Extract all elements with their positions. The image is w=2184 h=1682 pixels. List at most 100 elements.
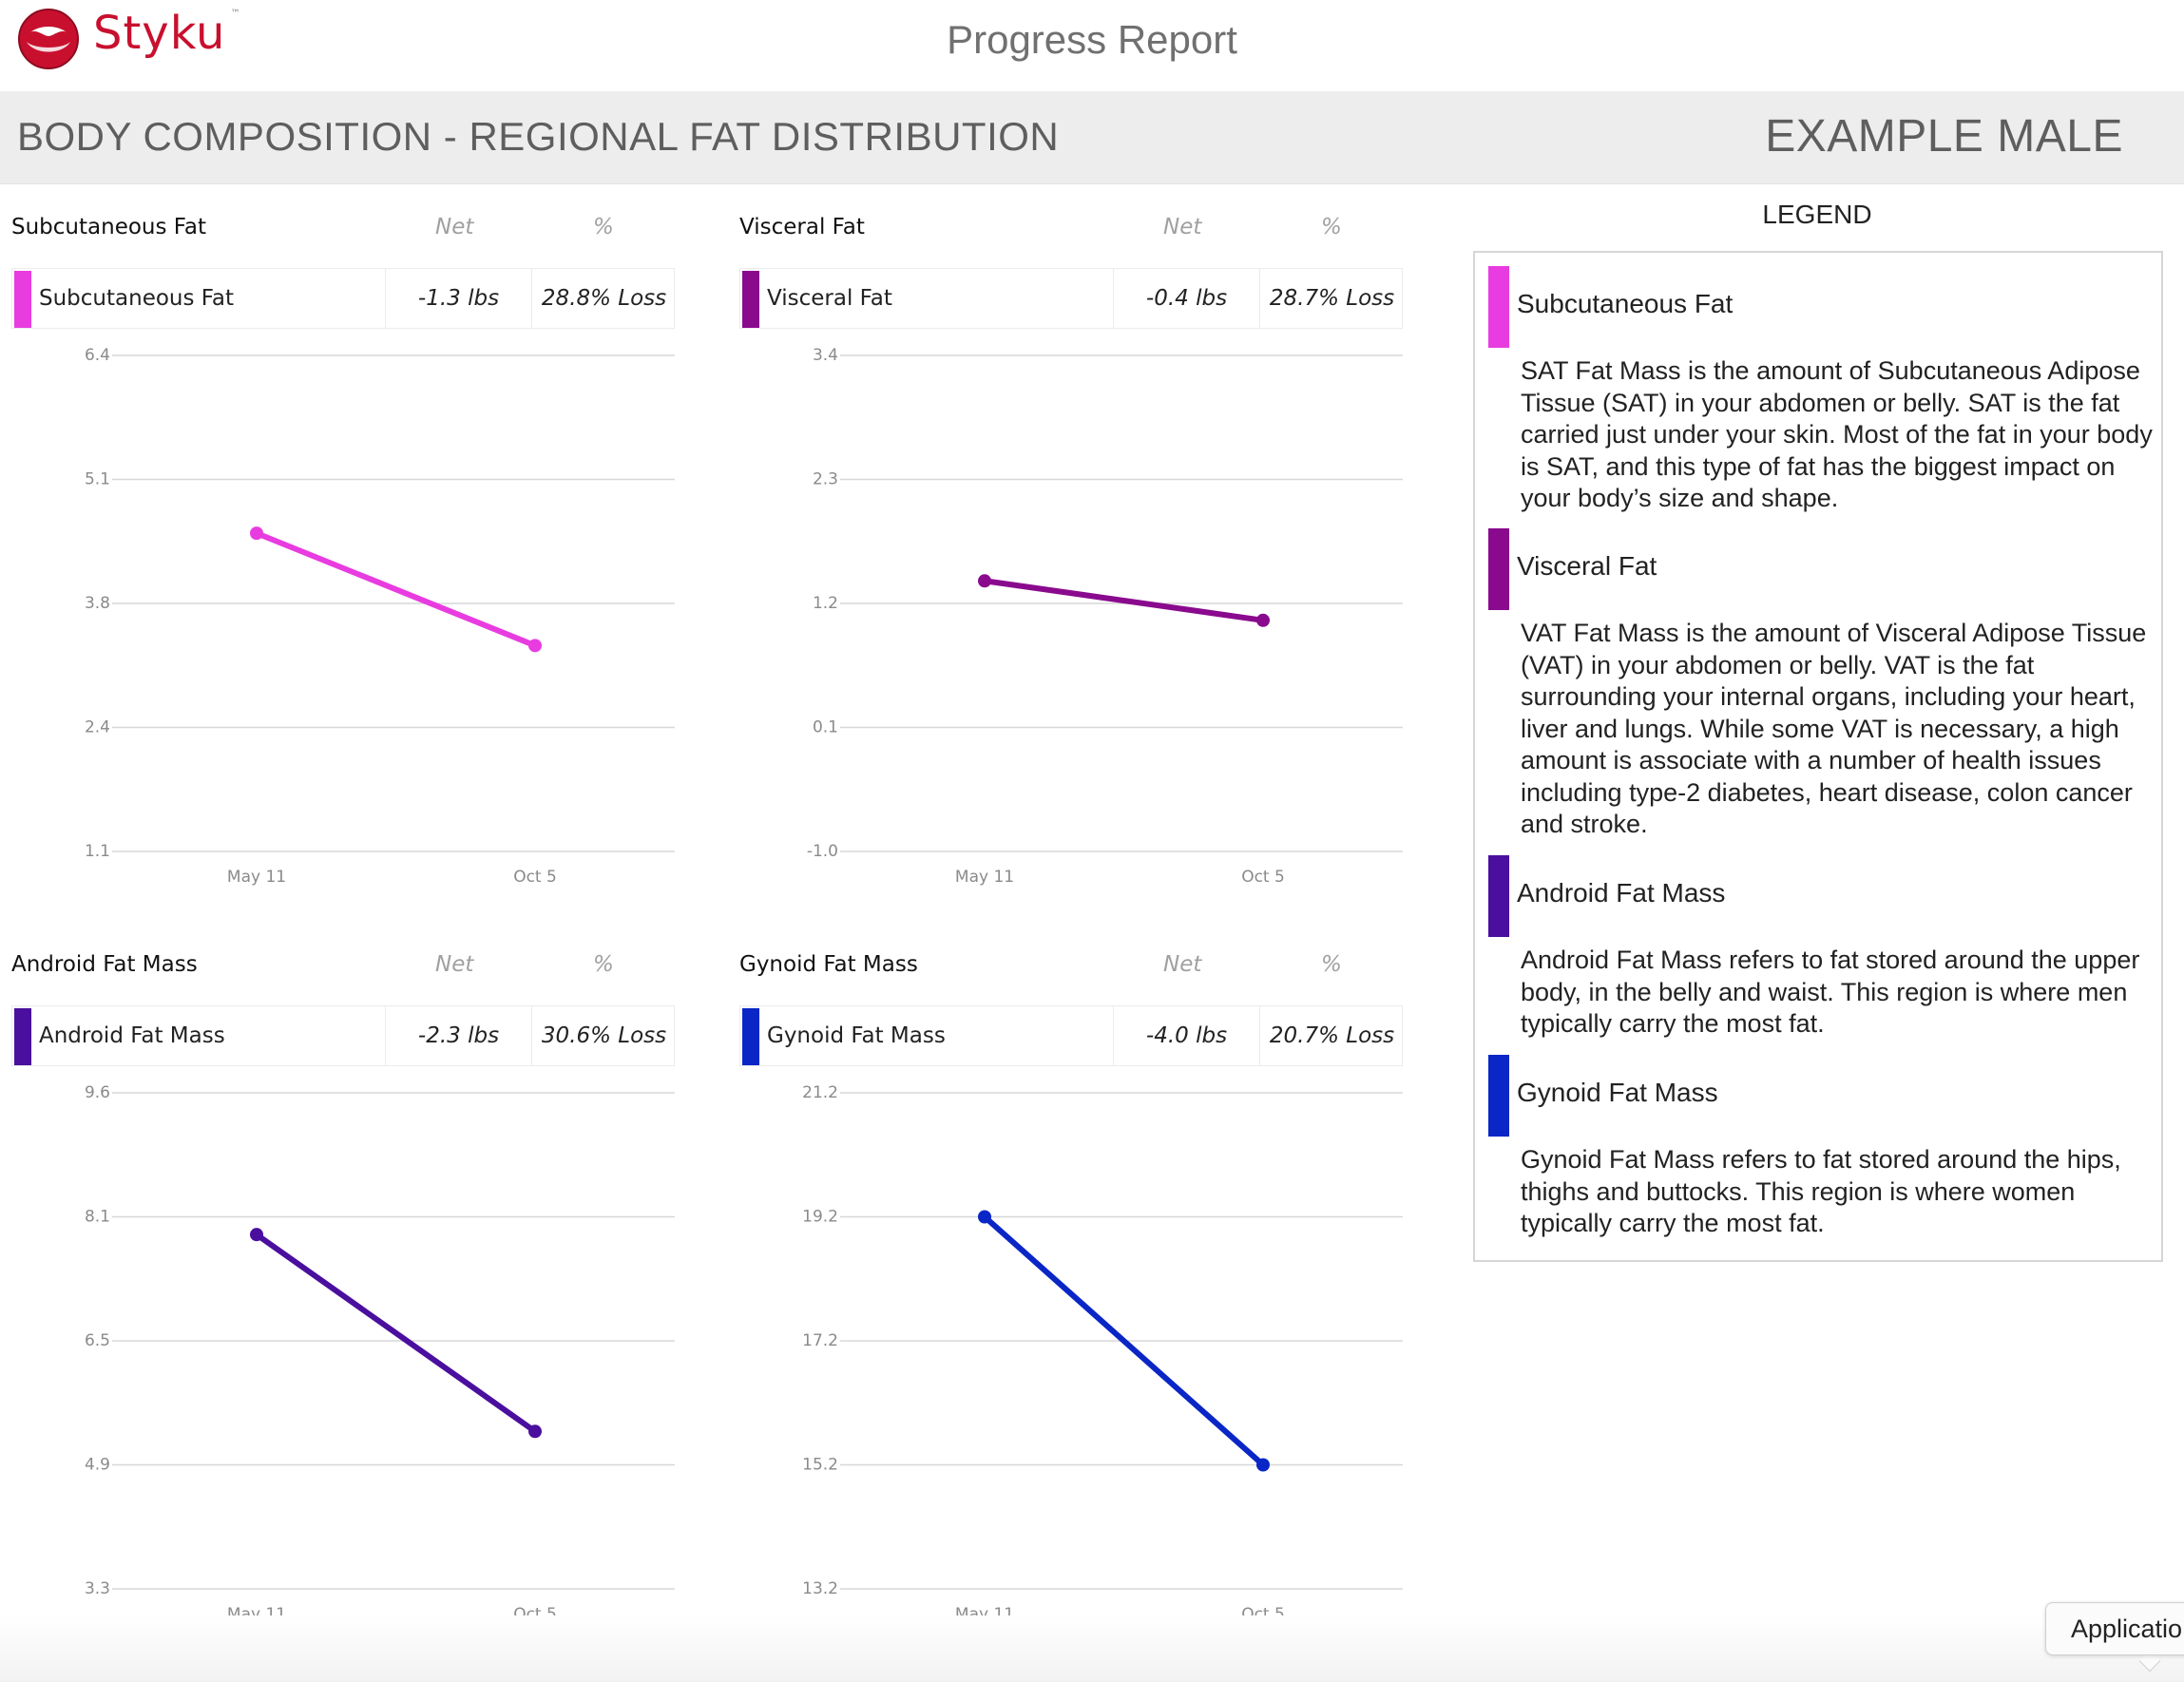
y-tick-label: 3.8 — [85, 594, 110, 613]
panel-header: Android Fat Mass Net % — [0, 945, 665, 983]
x-tick-label: Oct 5 — [1241, 868, 1285, 887]
data-point — [1256, 613, 1270, 627]
data-point — [978, 574, 991, 588]
y-tick-label: 1.1 — [85, 842, 110, 861]
legend-item-name: Gynoid Fat Mass — [1517, 1078, 1718, 1107]
tooltip-label: Applicatio — [2071, 1615, 2183, 1643]
metric-row: Visceral Fat -0.4 lbs 28.7% Loss — [739, 268, 1403, 329]
data-point — [528, 1424, 542, 1439]
y-tick-label: 13.2 — [802, 1579, 838, 1598]
net-change-value: -0.4 lbs — [1113, 269, 1259, 328]
net-column-header: Net — [1163, 952, 1202, 977]
net-column-header: Net — [435, 952, 474, 977]
panel-title: Subcutaneous Fat — [11, 215, 207, 239]
y-tick-label: -1.0 — [807, 842, 838, 861]
panel-title: Gynoid Fat Mass — [739, 952, 918, 977]
percent-change-value: 30.6% Loss — [531, 1006, 676, 1065]
percent-column-header: % — [593, 215, 614, 239]
percent-change-value: 28.8% Loss — [531, 269, 676, 328]
series-line — [254, 1232, 538, 1435]
legend-swatch — [1488, 1055, 1509, 1137]
percent-change-value: 20.7% Loss — [1259, 1006, 1404, 1065]
styku-logo-icon — [18, 9, 79, 69]
metric-row: Gynoid Fat Mass -4.0 lbs 20.7% Loss — [739, 1005, 1403, 1066]
x-tick-label: Oct 5 — [513, 868, 557, 887]
metric-row: Android Fat Mass -2.3 lbs 30.6% Loss — [11, 1005, 675, 1066]
y-tick-label: 3.3 — [85, 1579, 110, 1598]
section-title: BODY COMPOSITION - REGIONAL FAT DISTRIBU… — [17, 114, 1060, 159]
legend-swatch — [1488, 855, 1509, 937]
brand-name: Styku ™ — [93, 7, 241, 60]
y-tick-label: 4.9 — [85, 1456, 110, 1475]
percent-column-header: % — [593, 952, 614, 977]
legend-item-description: Gynoid Fat Mass refers to fat stored aro… — [1521, 1145, 2121, 1237]
legend-title: LEGEND — [1762, 200, 1872, 229]
color-swatch — [14, 1008, 31, 1065]
x-tick-label: May 11 — [955, 868, 1014, 887]
panel-header: Gynoid Fat Mass Net % — [728, 945, 1393, 983]
metric-row: Subcutaneous Fat -1.3 lbs 28.8% Loss — [11, 268, 675, 329]
panel-header: Visceral Fat Net % — [728, 207, 1393, 245]
y-tick-label: 6.5 — [85, 1331, 110, 1350]
metric-name: Gynoid Fat Mass — [767, 1023, 946, 1048]
percent-column-header: % — [1321, 215, 1342, 239]
y-tick-label: 15.2 — [802, 1456, 838, 1475]
line-chart: 6.4 5.1 3.8 2.4 1.1 May 11 Oct 5 — [85, 346, 675, 887]
y-tick-label: 5.1 — [85, 470, 110, 489]
y-tick-label: 2.3 — [813, 470, 838, 489]
y-tick-label: 19.2 — [802, 1208, 838, 1227]
net-change-value: -4.0 lbs — [1113, 1006, 1259, 1065]
percent-column-header: % — [1321, 952, 1342, 977]
color-swatch — [742, 1008, 759, 1065]
net-column-header: Net — [1163, 215, 1202, 239]
client-name: EXAMPLE MALE — [1765, 111, 2123, 162]
bottom-fade — [0, 1615, 2184, 1682]
y-tick-label: 2.4 — [85, 718, 110, 737]
application-tooltip[interactable]: Applicatio — [2045, 1602, 2184, 1655]
line-chart: 3.4 2.3 1.2 0.1 -1.0 May 11 Oct 5 — [807, 346, 1403, 887]
panel-header: Subcutaneous Fat Net % — [0, 207, 665, 245]
metric-name: Visceral Fat — [767, 286, 892, 311]
color-swatch — [14, 271, 31, 328]
percent-change-value: 28.7% Loss — [1259, 269, 1404, 328]
section-header-bar: BODY COMPOSITION - REGIONAL FAT DISTRIBU… — [0, 91, 2184, 184]
styku-logo: Styku ™ — [17, 6, 241, 72]
data-point — [1256, 1458, 1270, 1472]
panel-title: Android Fat Mass — [11, 952, 198, 977]
x-tick-label: May 11 — [227, 868, 286, 887]
net-column-header: Net — [435, 215, 474, 239]
legend-item-description: Android Fat Mass refers to fat stored ar… — [1521, 946, 2140, 1038]
chart-panel-visceral-fat: Visceral Fat Net % Visceral Fat -0.4 lbs… — [728, 207, 1403, 891]
legend-item-name: Subcutaneous Fat — [1517, 289, 1734, 318]
series-line — [254, 530, 538, 649]
net-change-value: -2.3 lbs — [385, 1006, 531, 1065]
y-tick-label: 3.4 — [813, 346, 838, 365]
report-title: Progress Report — [947, 17, 1237, 62]
legend-item-description: VAT Fat Mass is the amount of Visceral A… — [1521, 619, 2147, 838]
data-point — [250, 526, 263, 541]
y-tick-label: 8.1 — [85, 1208, 110, 1227]
y-tick-label: 6.4 — [85, 346, 110, 365]
metric-name: Subcutaneous Fat — [39, 286, 235, 311]
series-line — [982, 1214, 1266, 1468]
legend-swatch — [1488, 266, 1509, 348]
metric-name: Android Fat Mass — [39, 1023, 225, 1048]
legend-box: Subcutaneous Fat SAT Fat Mass is the amo… — [1473, 251, 2163, 1262]
data-point — [528, 639, 542, 653]
legend-item-name: Android Fat Mass — [1517, 878, 1726, 908]
y-tick-label: 9.6 — [85, 1083, 110, 1102]
chart-panel-subcutaneous-fat: Subcutaneous Fat Net % Subcutaneous Fat … — [0, 207, 675, 891]
panel-title: Visceral Fat — [739, 215, 865, 239]
legend-item-description: SAT Fat Mass is the amount of Subcutaneo… — [1521, 356, 2153, 512]
color-swatch — [742, 271, 759, 328]
net-change-value: -1.3 lbs — [385, 269, 531, 328]
y-tick-label: 1.2 — [813, 594, 838, 613]
data-point — [250, 1228, 263, 1242]
chart-panel-gynoid-fat-mass: Gynoid Fat Mass Net % Gynoid Fat Mass -4… — [728, 945, 1403, 1629]
series-line — [982, 578, 1266, 623]
y-tick-label: 0.1 — [813, 718, 838, 737]
data-point — [978, 1210, 991, 1224]
y-tick-label: 17.2 — [802, 1331, 838, 1350]
